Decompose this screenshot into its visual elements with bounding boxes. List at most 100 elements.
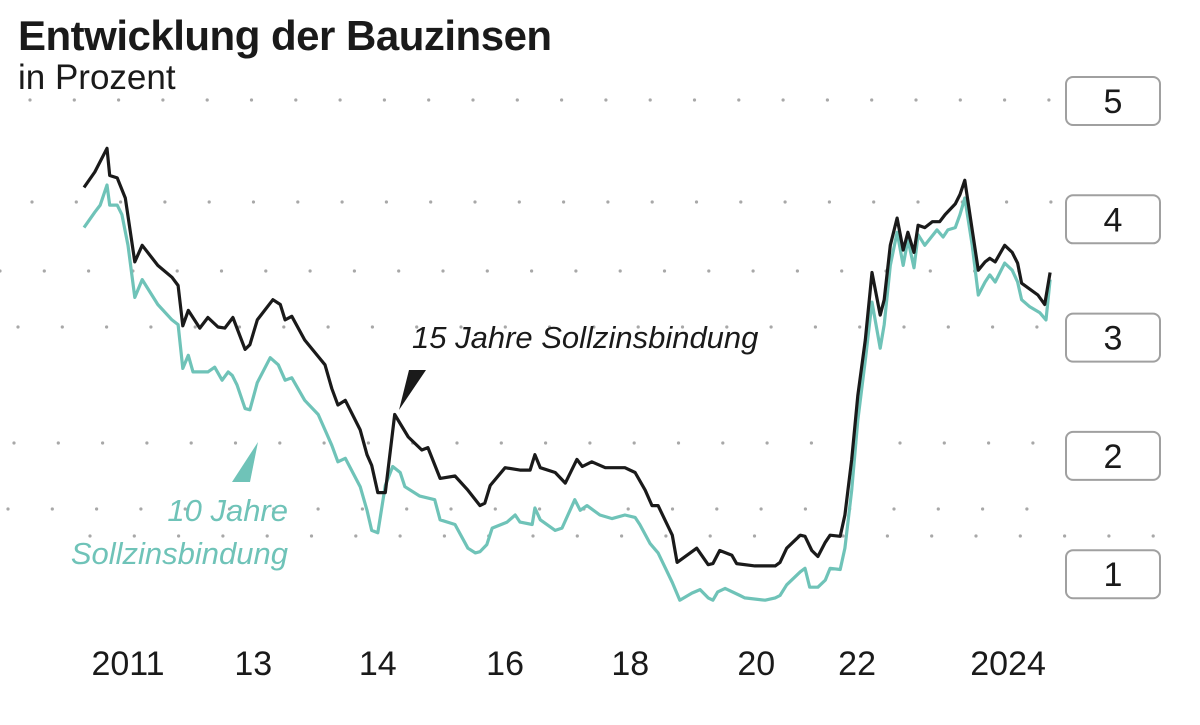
x-tick-label: 16 [486,645,524,683]
grid-dot [177,534,181,538]
x-tick-label: 2011 [91,645,164,683]
grid-dot [145,441,149,445]
grid-dot [574,269,578,273]
grid-dot [648,98,652,102]
y-tick-box [1065,312,1161,363]
grid-dot [825,98,830,102]
grid-dot [183,507,187,511]
grid-dot [914,98,918,102]
grid-dot [322,441,326,445]
grid-dot [813,325,818,329]
grid-dot [680,325,685,329]
grid-dot [149,325,153,329]
grid-dot [560,98,564,102]
grid-dot [249,98,254,102]
pointer-triangle-teal [232,442,258,482]
x-tick-label: 2024 [970,645,1046,683]
grid-dot [74,200,78,204]
grid-dot [694,200,699,204]
x-axis: 2011 13 14 16 18 20 22 2024 [91,645,1045,683]
grid-dot [1049,200,1053,204]
grid-dot [163,200,167,204]
grid-dot [632,441,636,445]
grid-dot [795,269,800,273]
grid-dot [916,200,920,204]
grid-dot [382,98,386,102]
grid-dot [1151,534,1155,538]
grid-dot [626,507,630,511]
y-tick-box [1065,76,1161,126]
grid-dot [28,98,32,102]
y-tick: 3 [1065,312,1161,363]
grid-row [88,534,1155,538]
grid-dot [499,441,503,445]
y-tick-label: 5 [1104,83,1123,121]
x-tick-label: 20 [737,645,775,683]
grid-dot [105,325,109,329]
grid-dot [16,325,20,329]
grid-dot [870,98,874,102]
series-line-10-jahre [82,183,1052,602]
grid-dot [294,98,298,102]
grid-dot [119,200,123,204]
grid-dot [759,507,763,511]
y-tick-box [1065,430,1161,481]
grid-dot [278,441,282,445]
grid-dot [316,507,320,511]
y-tick-label: 1 [1104,556,1123,594]
grid-dot [205,98,209,102]
grid-dot [548,325,552,329]
y-tick-label: 3 [1104,320,1123,358]
grid-dot [264,269,268,273]
grid-dot [538,507,542,511]
grid-dot [946,325,950,329]
grid-dot [485,269,489,273]
y-tick-label: 2 [1104,438,1123,476]
grid-dot [751,269,755,273]
grid-dot [384,200,388,204]
grid-dot [139,507,143,511]
grid-dot [366,441,370,445]
grid-dot [60,325,64,329]
y-tick-label: 4 [1104,201,1123,239]
grid-dot [928,269,932,273]
grid-dot [193,325,197,329]
grid-dot [272,507,276,511]
grid-dot [296,200,300,204]
x-tick-label: 13 [234,645,272,683]
grid-dot [872,200,876,204]
grid-dot [352,269,356,273]
grid-row [16,325,1039,329]
annotation-15-jahre: 15 Jahre Sollzinsbindung [399,320,758,410]
grid-dot [942,441,946,445]
grid-dot [725,325,729,329]
grid-dot [1035,325,1039,329]
grid-dot [219,269,224,273]
grid-dot [251,200,256,204]
y-tick: 1 [1065,549,1161,600]
grid-dot [237,325,242,329]
grid-dot [737,98,741,102]
grid-dot [664,534,668,538]
grid-dot [575,534,579,538]
grid-dot [471,98,475,102]
grid-dot [326,325,330,329]
y-tick: 2 [1065,430,1161,481]
grid-dot [827,200,832,204]
grid-dot [132,534,136,538]
grid-dot [676,441,681,445]
grid-dot [783,200,787,204]
grid-dot [6,507,10,511]
grid-dot [354,534,358,538]
grid-dot [531,534,535,538]
grid-dot [636,325,640,329]
grid-dot [1107,534,1111,538]
grid-dot [650,200,654,204]
grid-dot [769,325,773,329]
grid-dot [429,200,433,204]
grid-dot [265,534,269,538]
grid-dot [544,441,548,445]
grid-dot [606,200,610,204]
annotation-10-jahre: 10 Jahre Sollzinsbindung [71,442,288,571]
